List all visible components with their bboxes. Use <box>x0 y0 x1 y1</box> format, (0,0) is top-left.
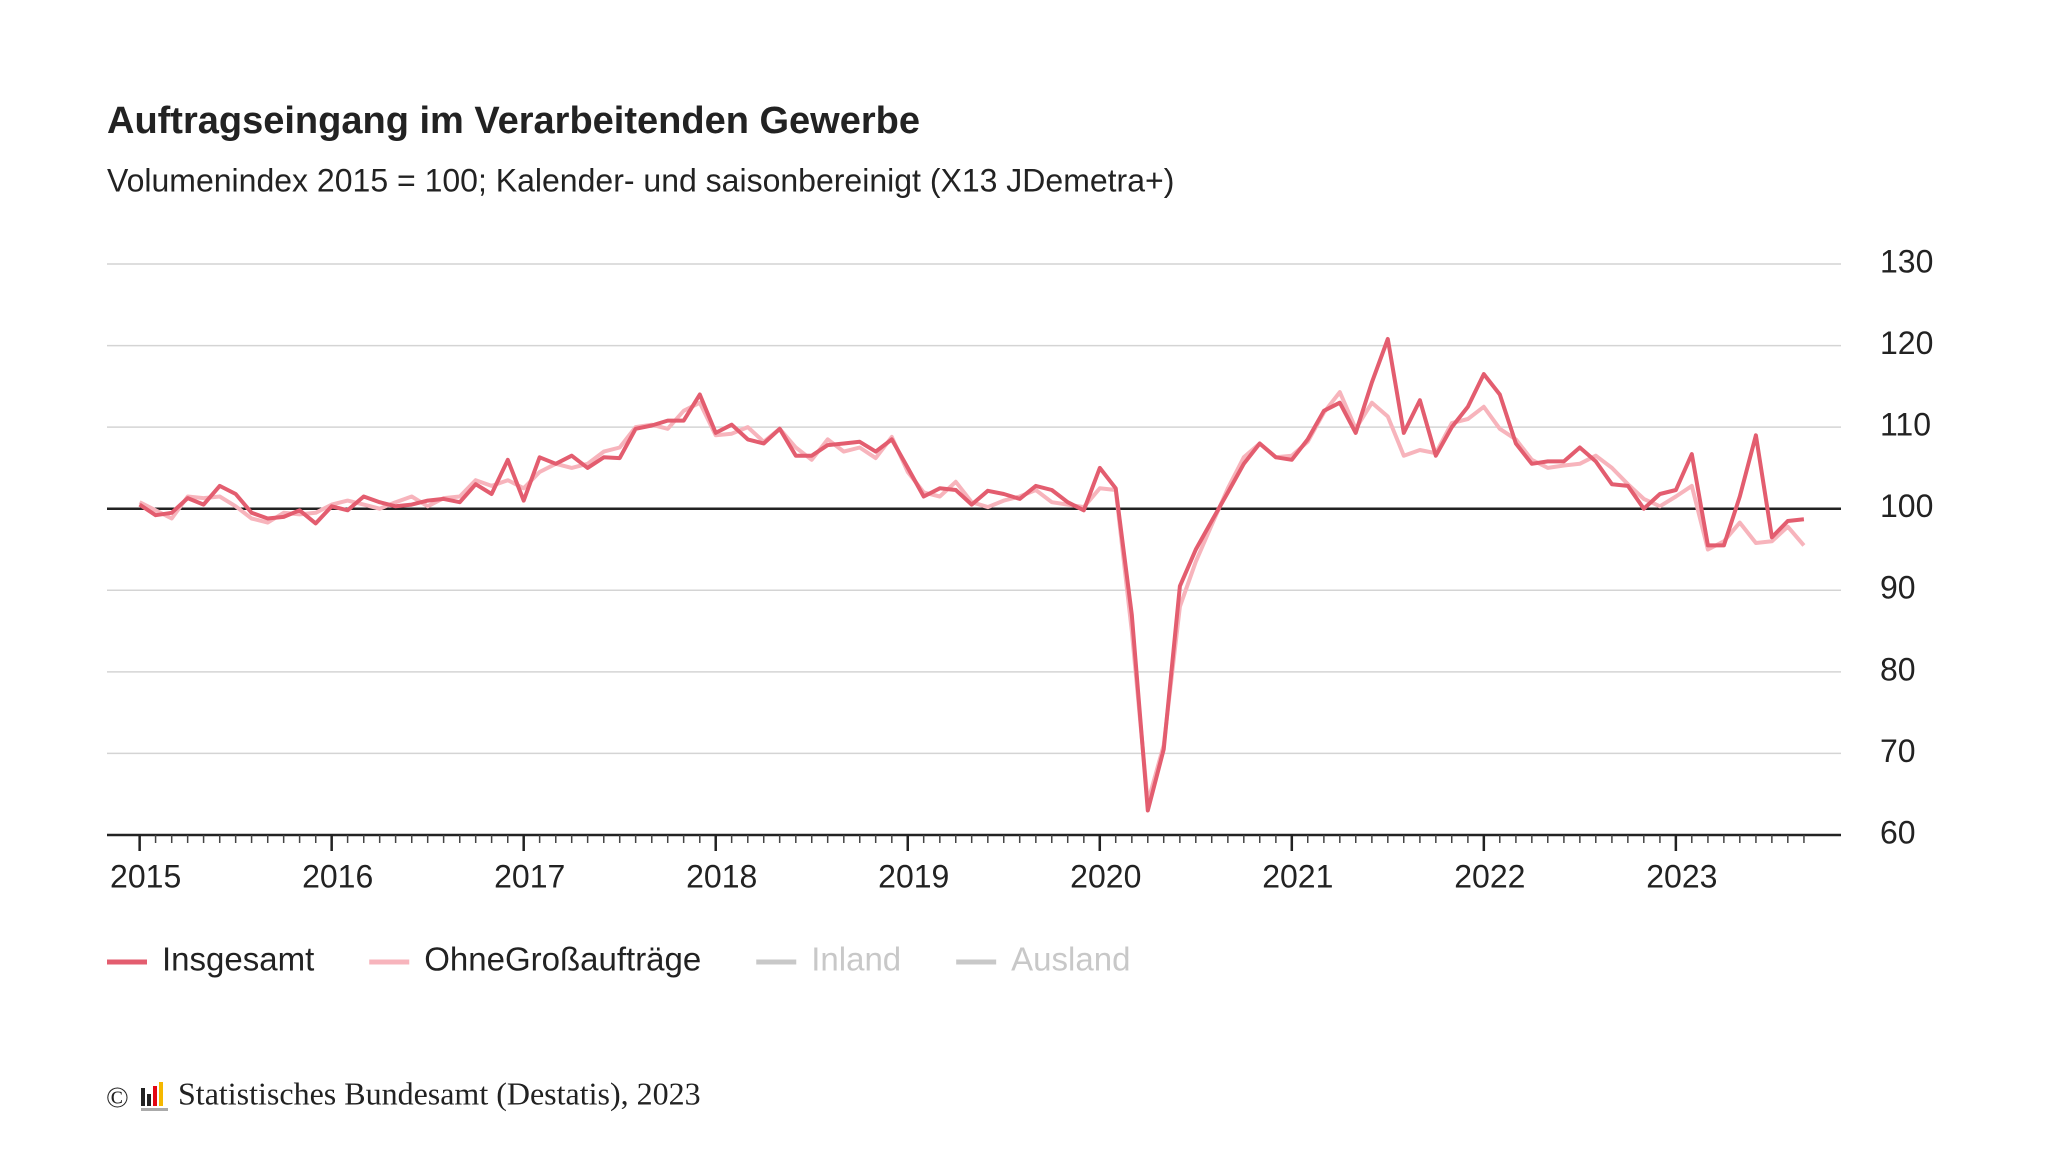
logo-bar <box>147 1094 151 1106</box>
source: Statistisches Bundesamt (Destatis), 2023 <box>178 1075 701 1111</box>
y-tick-label: 100 <box>1880 488 1933 524</box>
x-tick-label: 2021 <box>1262 858 1333 894</box>
x-tick-label: 2018 <box>686 858 757 894</box>
series-line <box>138 337 1805 813</box>
x-tick-label: 2015 <box>110 858 181 894</box>
x-tick-label: 2023 <box>1646 858 1717 894</box>
legend-item[interactable]: Inland <box>756 941 901 978</box>
legend-label: OhneGroßaufträge <box>424 941 701 978</box>
logo-bar <box>153 1086 157 1106</box>
x-tick-label: 2016 <box>302 858 373 894</box>
copyright: © <box>106 1081 129 1114</box>
legend-item[interactable]: Insgesamt <box>107 941 314 978</box>
legend-label: Inland <box>811 941 901 978</box>
legend-label: Insgesamt <box>162 941 314 978</box>
y-tick-label: 110 <box>1880 407 1931 443</box>
chart-subtitle: Volumenindex 2015 = 100; Kalender- und s… <box>107 162 1174 198</box>
y-tick-label: 60 <box>1880 814 1916 850</box>
series-line <box>138 390 1806 805</box>
chart-title: Auftragseingang im Verarbeitenden Gewerb… <box>107 100 920 142</box>
y-tick-label: 130 <box>1880 243 1933 279</box>
footer: © Statistisches Bundesamt (Destatis), 20… <box>106 1075 701 1114</box>
y-tick-label: 80 <box>1880 651 1916 687</box>
y-tick-label: 90 <box>1880 570 1916 606</box>
logo-bar <box>141 1088 145 1106</box>
x-tick-label: 2019 <box>878 858 949 894</box>
legend-item[interactable]: Ausland <box>956 941 1130 978</box>
x-tick-label: 2017 <box>494 858 565 894</box>
logo-bar <box>159 1082 163 1106</box>
legend-item[interactable]: OhneGroßaufträge <box>369 941 701 978</box>
legend-label: Ausland <box>1011 941 1130 978</box>
x-tick-label: 2020 <box>1070 858 1141 894</box>
y-tick-label: 120 <box>1880 325 1933 361</box>
logo-base <box>141 1108 168 1111</box>
y-tick-label: 70 <box>1880 733 1916 769</box>
x-tick-label: 2022 <box>1454 858 1525 894</box>
